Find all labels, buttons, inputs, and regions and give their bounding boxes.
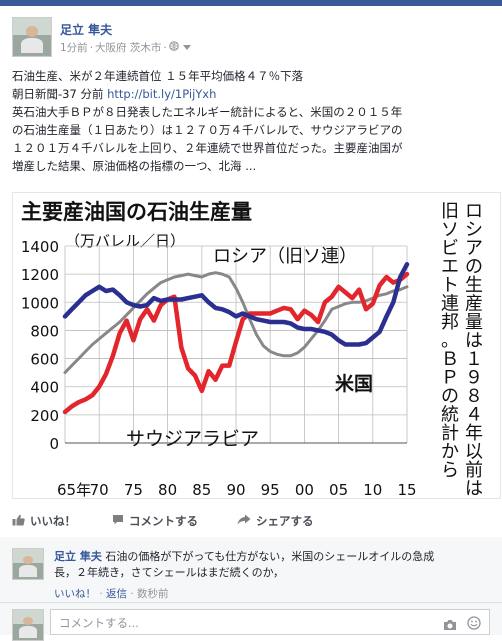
chart-image[interactable]: 主要産油国の石油生産量 （万バレル／日） 0 200 400 600 800 1000 12… <box>12 192 501 499</box>
post-body-line-2: の石油生産量（１日あたり）は１２７０万４千バレルで、サウジアラビアの <box>12 123 403 137</box>
chart-note-char: １ <box>465 349 483 370</box>
x-tick-label: 90 <box>226 481 245 498</box>
top-bar <box>0 0 502 6</box>
post-time[interactable]: 1分前 <box>60 42 88 54</box>
chart-note-char: の <box>441 386 459 407</box>
globe-icon[interactable] <box>168 41 179 54</box>
chart-unit: （万バレル／日） <box>65 232 185 250</box>
author-avatar[interactable] <box>12 17 52 57</box>
chart-note-char: 邦 <box>441 312 459 333</box>
post-location[interactable]: 大阪府 茨木市 <box>95 42 162 54</box>
chart-note-char: ９ <box>465 368 483 389</box>
series-line-usa <box>62 262 410 347</box>
share-button[interactable]: シェアする <box>237 513 314 529</box>
chart-note-char: 産 <box>465 294 483 315</box>
chart-note-char: の <box>465 257 483 278</box>
y-tick-label: 1400 <box>21 238 59 256</box>
x-tick-label: 15 <box>397 481 416 498</box>
comment-reply-link[interactable]: 返信 <box>106 588 128 600</box>
comment-time[interactable]: 数秒前 <box>137 588 169 600</box>
chart-note-char: ビ <box>441 238 459 259</box>
x-tick-label: 05 <box>329 481 348 498</box>
x-tick-label: 70 <box>90 481 109 498</box>
post-meta: 1分前 · 大阪府 茨木市 · <box>60 40 191 55</box>
comment-input[interactable]: コメントする... <box>50 609 490 635</box>
y-tick-label: 800 <box>30 322 59 340</box>
series-label-russia: ロシア（旧ソ連） <box>213 246 357 267</box>
comment-box-divider <box>0 602 502 603</box>
oil-production-chart: 主要産油国の石油生産量 （万バレル／日） 0200400600800100012… <box>21 200 483 498</box>
comment-like-link[interactable]: いいね！ <box>54 588 96 600</box>
chart-note-char: エ <box>441 257 459 278</box>
chart-note-char: ロ <box>465 201 483 222</box>
x-tick-label: 75 <box>124 481 143 498</box>
y-tick-label: 600 <box>30 351 59 369</box>
thumbs-up-icon <box>12 514 25 529</box>
chart-note-char: 以 <box>465 442 483 463</box>
commenter-name[interactable]: 足立 隼夫 <box>54 550 102 563</box>
post-source: 朝日新聞-37 分前 <box>12 87 104 101</box>
emoji-icon[interactable] <box>467 615 481 634</box>
comment-button[interactable]: コメントする <box>112 513 198 529</box>
post-link[interactable]: http://bit.ly/1PijYxh <box>107 87 217 101</box>
chart-note-char: は <box>465 331 483 352</box>
y-tick-label: 1000 <box>21 294 59 312</box>
post-source-line: 朝日新聞-37 分前 http://bit.ly/1PijYxh <box>12 86 496 104</box>
comment-input-placeholder: コメントする... <box>59 616 139 630</box>
chart-note-char: ト <box>441 275 459 296</box>
series-label-usa: 米国 <box>335 372 373 395</box>
chart-note-char: 統 <box>441 405 459 426</box>
y-tick-label: 400 <box>30 379 59 397</box>
chart-note-char: ア <box>465 238 483 259</box>
chart-note-char: 連 <box>441 294 459 315</box>
like-button[interactable]: いいね！ <box>12 513 76 529</box>
comment-text-line-1: 石油の価格が下がっても仕方がない，米国のシェールオイルの急成 <box>105 550 435 563</box>
x-tick-label: 65年 <box>57 481 91 498</box>
post-headline: 石油生産、米が２年連続首位 １５年平均価格４７％下落 <box>12 69 304 83</box>
series-line-russia <box>63 271 409 375</box>
author-name[interactable]: 足立 隼夫 <box>60 23 113 37</box>
post-actions: いいね！ コメントする シェアする <box>12 513 492 535</box>
comment-icon <box>112 514 124 528</box>
commenter-avatar[interactable] <box>12 548 44 580</box>
x-tick-label: 80 <box>158 481 177 498</box>
chart-note-char: 計 <box>441 423 459 444</box>
chart-note-char: ４ <box>465 405 483 426</box>
y-tick-label: 0 <box>49 435 59 453</box>
post-body-line-3: １２０１万４千バレルを上回り、２年連続で世界首位だった。主要産油国が <box>12 141 403 155</box>
y-tick-label: 1200 <box>21 266 59 284</box>
chart-note-char: 生 <box>465 275 483 296</box>
chart-note-char: 旧 <box>441 201 459 222</box>
chart-note-char: Ｐ <box>441 368 459 389</box>
comment-body: 足立 隼夫 石油の価格が下がっても仕方がない，米国のシェールオイルの急成 長，２… <box>54 549 494 581</box>
chart-note-char: 年 <box>465 423 483 444</box>
chart-title: 主要産油国の石油生産量 <box>21 200 252 224</box>
camera-icon[interactable] <box>443 616 457 635</box>
chart-note-char: は <box>465 479 483 499</box>
post-body-line-1: 英石油大手ＢＰが８日発表したエネルギー統計によると、米国の２０１５年 <box>12 105 403 119</box>
comment-text-line-2: 長，２年続き，さてシェールはまだ続くのか， <box>54 566 285 579</box>
chart-note-char: 前 <box>465 460 483 481</box>
x-tick-label: 00 <box>295 481 314 498</box>
chart-note-char: か <box>441 442 459 463</box>
x-tick-label: 10 <box>363 481 382 498</box>
chart-note-char: 量 <box>465 312 483 333</box>
x-tick-label: 85 <box>192 481 211 498</box>
post-body-line-4: 増産した結果、原油価格の指標の一つ、北海 ... <box>12 159 257 173</box>
chart-note-char: 。 <box>441 331 459 352</box>
chevron-down-icon[interactable] <box>182 42 191 54</box>
chart-note-char: シ <box>465 220 483 241</box>
series-line-saudi <box>62 271 410 415</box>
chart-note-char: ８ <box>465 386 483 407</box>
current-user-avatar[interactable] <box>12 609 44 641</box>
chart-note-char: ら <box>441 460 459 481</box>
chart-note-char: ソ <box>441 220 459 241</box>
comment-meta: いいね！ · 返信 · 数秒前 <box>54 588 169 600</box>
y-tick-label: 200 <box>30 407 59 425</box>
series-label-saudi: サウジアラビア <box>126 428 259 450</box>
share-icon <box>237 514 251 528</box>
x-tick-label: 95 <box>261 481 280 498</box>
chart-note-char: Ｂ <box>441 349 459 370</box>
